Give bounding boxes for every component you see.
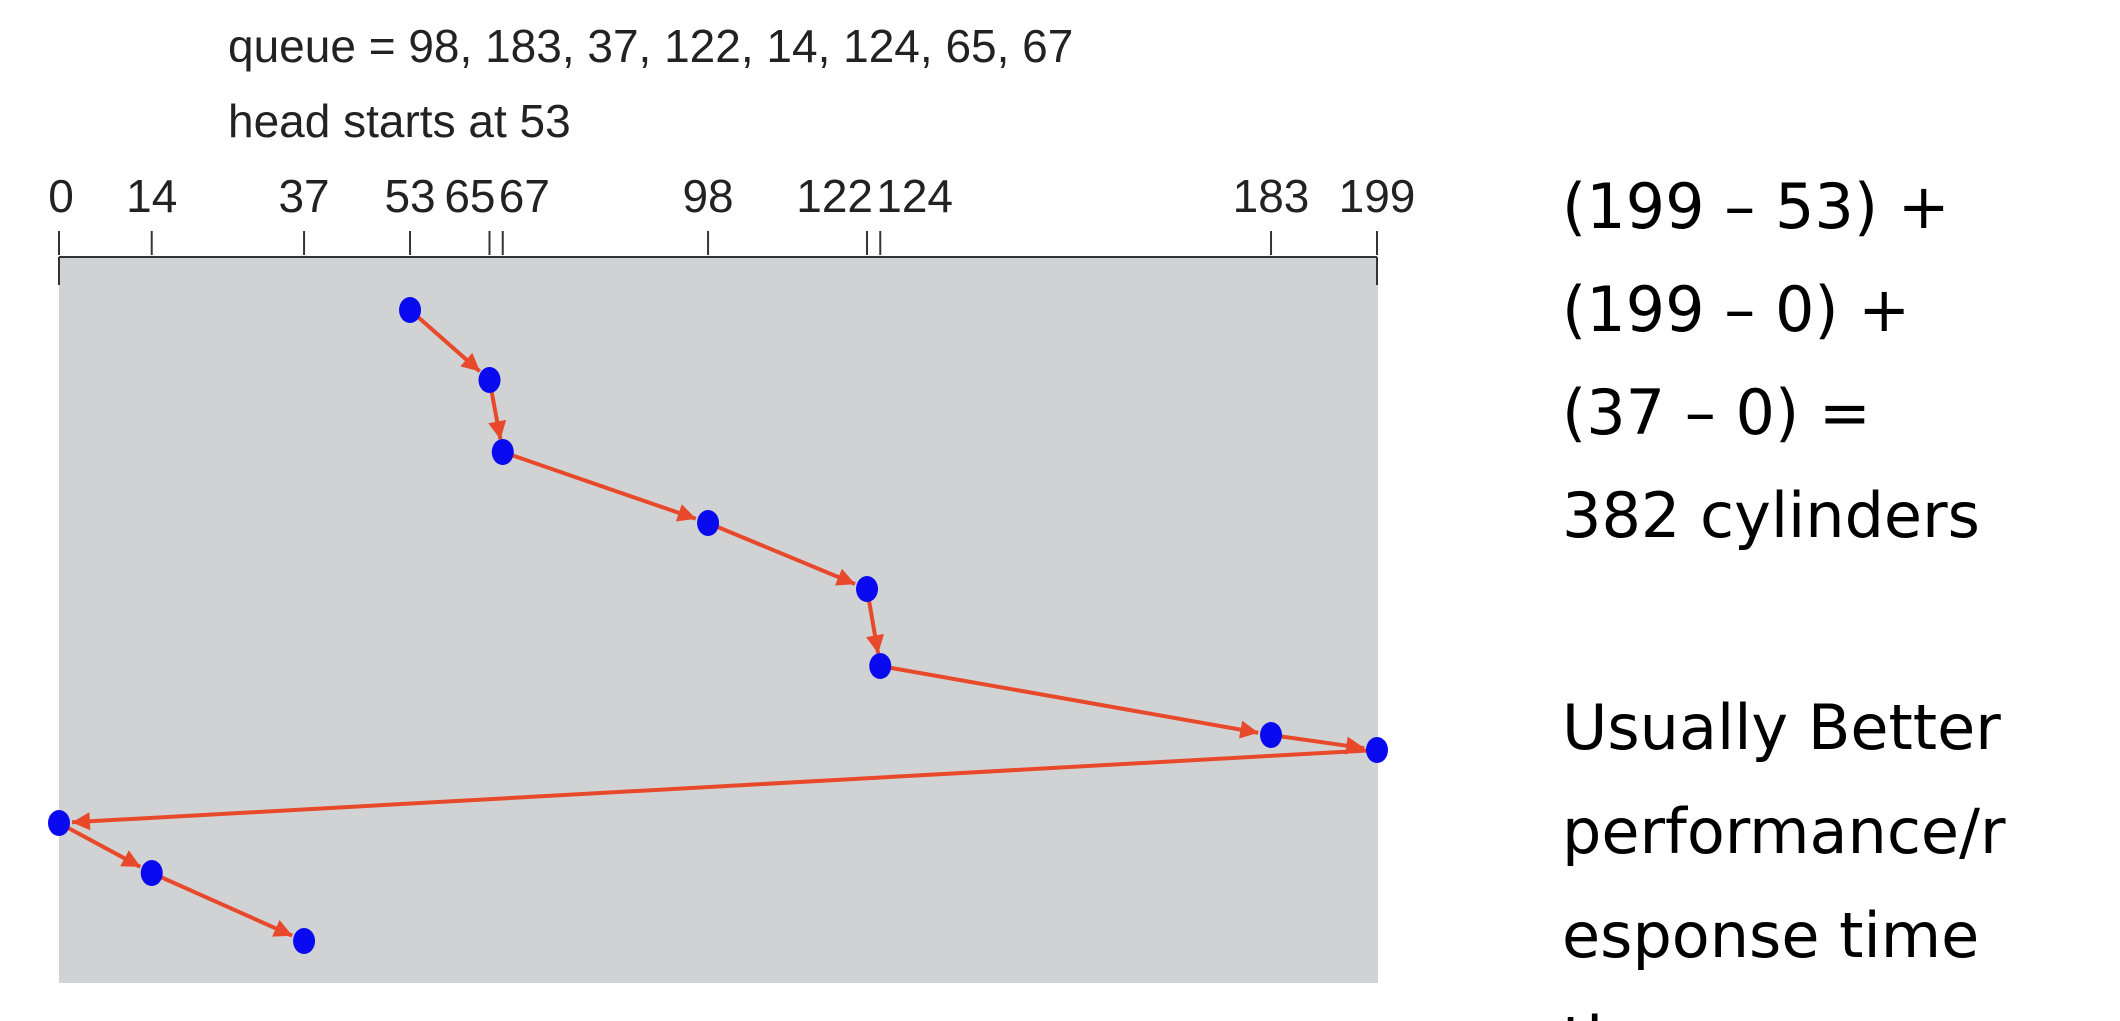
request-point (48, 810, 70, 836)
seek-arrow (58, 821, 142, 869)
tick-label: 53 (384, 170, 435, 222)
tick-label: 122 (796, 170, 873, 222)
tick-label: 37 (278, 170, 329, 222)
seek-arrow (1270, 733, 1365, 755)
request-point (293, 928, 316, 954)
tick-label: 183 (1233, 170, 1310, 222)
remark-line: performance/r (1562, 795, 2006, 868)
tick-label: 124 (876, 170, 953, 222)
head-label: head starts at 53 (228, 95, 571, 147)
request-point (697, 510, 720, 536)
request-point (869, 653, 892, 679)
calculation-line: (199 – 53) + (1562, 170, 1950, 243)
track-area (59, 257, 1378, 983)
request-point (856, 576, 879, 602)
seek-arrow (408, 308, 482, 373)
request-point (140, 860, 163, 886)
request-point (491, 439, 514, 465)
calculation-line: (199 – 0) + (1562, 273, 1910, 346)
seek-arrow (150, 871, 293, 938)
seek-arrow (707, 521, 856, 586)
remark-line: Usually Better (1562, 691, 2001, 764)
remark-line: than scan (1562, 1003, 1866, 1021)
tick-label: 14 (126, 170, 177, 222)
request-point (399, 297, 422, 323)
request-point (478, 367, 501, 393)
tick-label: 98 (682, 170, 733, 222)
remark-line: esponse time (1562, 899, 1979, 972)
seek-arrow (71, 748, 1378, 831)
tick-label: 199 (1339, 170, 1416, 222)
seek-arrow (879, 664, 1259, 739)
tick-label: 0 (48, 170, 74, 222)
request-point (1260, 722, 1283, 748)
calculation-line: 382 cylinders (1562, 479, 1980, 552)
tick-label: 65 (444, 170, 495, 222)
queue-label: queue = 98, 183, 37, 122, 14, 124, 65, 6… (228, 20, 1073, 72)
seek-arrow (502, 450, 697, 522)
calculation-line: (37 – 0) = (1562, 376, 1871, 449)
tick-label: 67 (499, 170, 550, 222)
request-point (1366, 737, 1388, 763)
